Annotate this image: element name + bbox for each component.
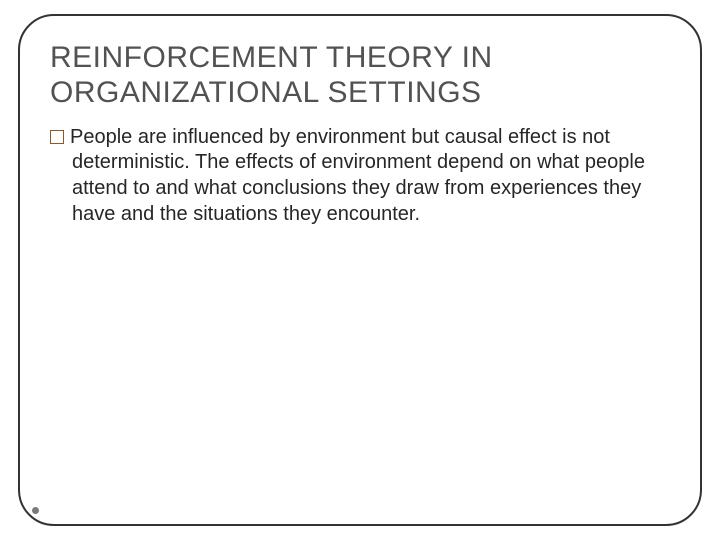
bullet-square-icon bbox=[50, 130, 64, 144]
slide-body: People are influenced by environment but… bbox=[50, 125, 670, 227]
slide-title: REINFORCEMENT THEORY IN ORGANIZATIONAL S… bbox=[50, 40, 670, 111]
body-text: People are influenced by environment but… bbox=[70, 126, 645, 225]
page-indicator-dot bbox=[32, 507, 39, 514]
slide-frame: REINFORCEMENT THEORY IN ORGANIZATIONAL S… bbox=[18, 14, 702, 526]
